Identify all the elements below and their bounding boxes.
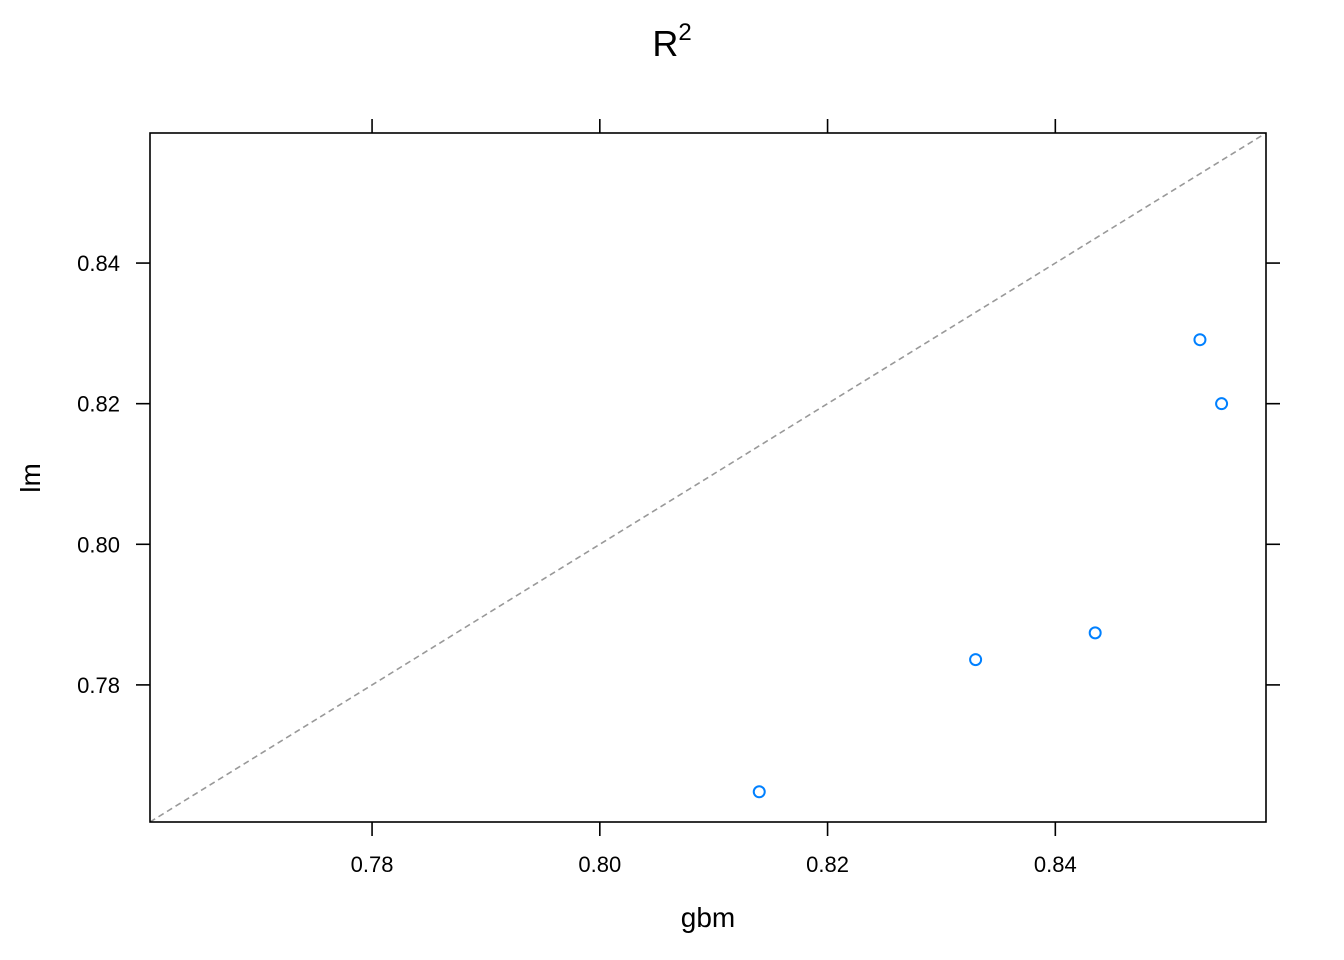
- ticks-layer: 0.78 0.80 0.82 0.84 0.78 0.80 0.82 0.84: [77, 119, 1280, 877]
- data-point: [1215, 397, 1229, 411]
- data-point: [752, 785, 766, 799]
- data-point: [1088, 626, 1102, 640]
- y-tick-label: 0.78: [77, 673, 120, 698]
- x-tick-label: 0.84: [1034, 852, 1077, 877]
- y-tick-label: 0.80: [77, 532, 120, 557]
- data-point: [969, 653, 983, 667]
- points-layer: [752, 333, 1229, 799]
- y-tick-label: 0.82: [77, 392, 120, 417]
- y-axis-title: lm: [15, 463, 46, 493]
- chart-title-text: R: [652, 23, 678, 64]
- data-point: [1193, 333, 1207, 347]
- x-tick-label: 0.82: [806, 852, 849, 877]
- y-tick-label: 0.84: [77, 251, 120, 276]
- x-tick-label: 0.78: [351, 852, 394, 877]
- x-tick-label: 0.80: [578, 852, 621, 877]
- identity-reference-line: [149, 132, 1267, 823]
- plot-frame: [149, 132, 1267, 823]
- chart-title: R2: [652, 19, 691, 64]
- x-axis-title: gbm: [681, 902, 735, 933]
- chart-title-superscript: 2: [678, 19, 691, 46]
